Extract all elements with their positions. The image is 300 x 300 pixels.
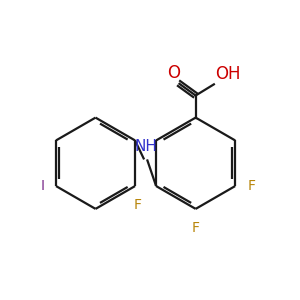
Text: O: O bbox=[167, 64, 180, 82]
Text: I: I bbox=[41, 179, 45, 193]
Text: OH: OH bbox=[215, 65, 241, 83]
Text: NH: NH bbox=[134, 139, 157, 154]
Text: F: F bbox=[248, 179, 256, 193]
Text: F: F bbox=[192, 221, 200, 235]
Text: F: F bbox=[134, 198, 142, 212]
